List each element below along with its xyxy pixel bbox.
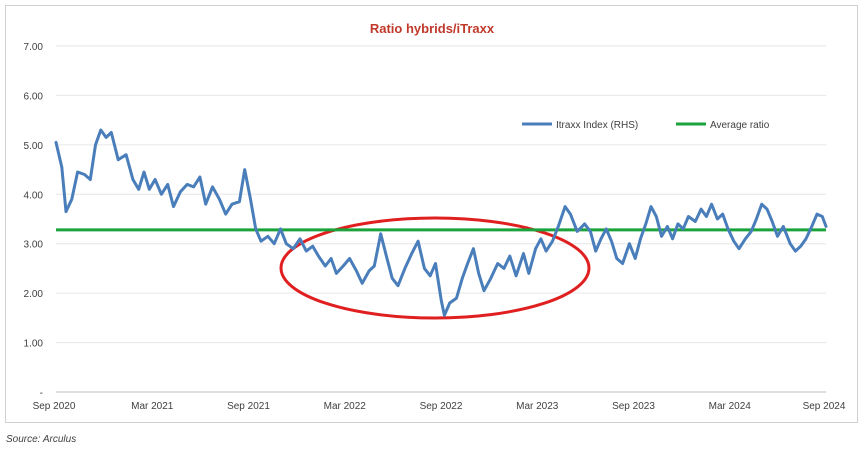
x-axis-labels: Sep 2020 Mar 2021 Sep 2021 Mar 2022 Sep 2022… (33, 401, 846, 412)
y-tick-label: 3.00 (24, 240, 44, 251)
legend-label-itraxx: Itraxx Index (RHS) (556, 120, 638, 131)
x-tick-label: Sep 2020 (33, 401, 76, 412)
y-tick-label: 6.00 (24, 91, 44, 102)
x-tick-label: Mar 2023 (516, 401, 559, 412)
highlight-ellipse (279, 216, 591, 320)
y-axis-labels: - 1.00 2.00 3.00 4.00 5.00 6.00 7.00 (24, 42, 44, 399)
x-tick-label: Sep 2023 (612, 401, 655, 412)
legend-label-average: Average ratio (710, 120, 770, 131)
y-tick-label: 2.00 (24, 289, 44, 300)
itraxx-series-line (54, 128, 828, 317)
y-tick-label: 1.00 (24, 339, 44, 350)
y-tick-label: 5.00 (24, 141, 44, 152)
chart-svg: Ratio hybrids/iTraxx - 1.00 2.00 3.00 4.00 5.… (24, 21, 846, 412)
chart-frame: Ratio hybrids/iTraxx - 1.00 2.00 3.00 4.00 5.… (5, 5, 858, 423)
source-note: Source: Arculus (6, 434, 77, 445)
x-tick-label: Sep 2021 (227, 401, 270, 412)
x-tick-label: Sep 2024 (803, 401, 846, 412)
x-tick-label: Sep 2022 (420, 401, 463, 412)
x-tick-label: Mar 2022 (324, 401, 367, 412)
chart-title: Ratio hybrids/iTraxx (370, 21, 495, 36)
y-tick-label: 7.00 (24, 42, 44, 53)
x-tick-label: Mar 2021 (131, 401, 174, 412)
legend: Itraxx Index (RHS) Average ratio (522, 120, 770, 131)
x-tick-label: Mar 2024 (709, 401, 752, 412)
y-tick-label: 4.00 (24, 190, 44, 201)
y-tick-label: - (40, 388, 43, 399)
